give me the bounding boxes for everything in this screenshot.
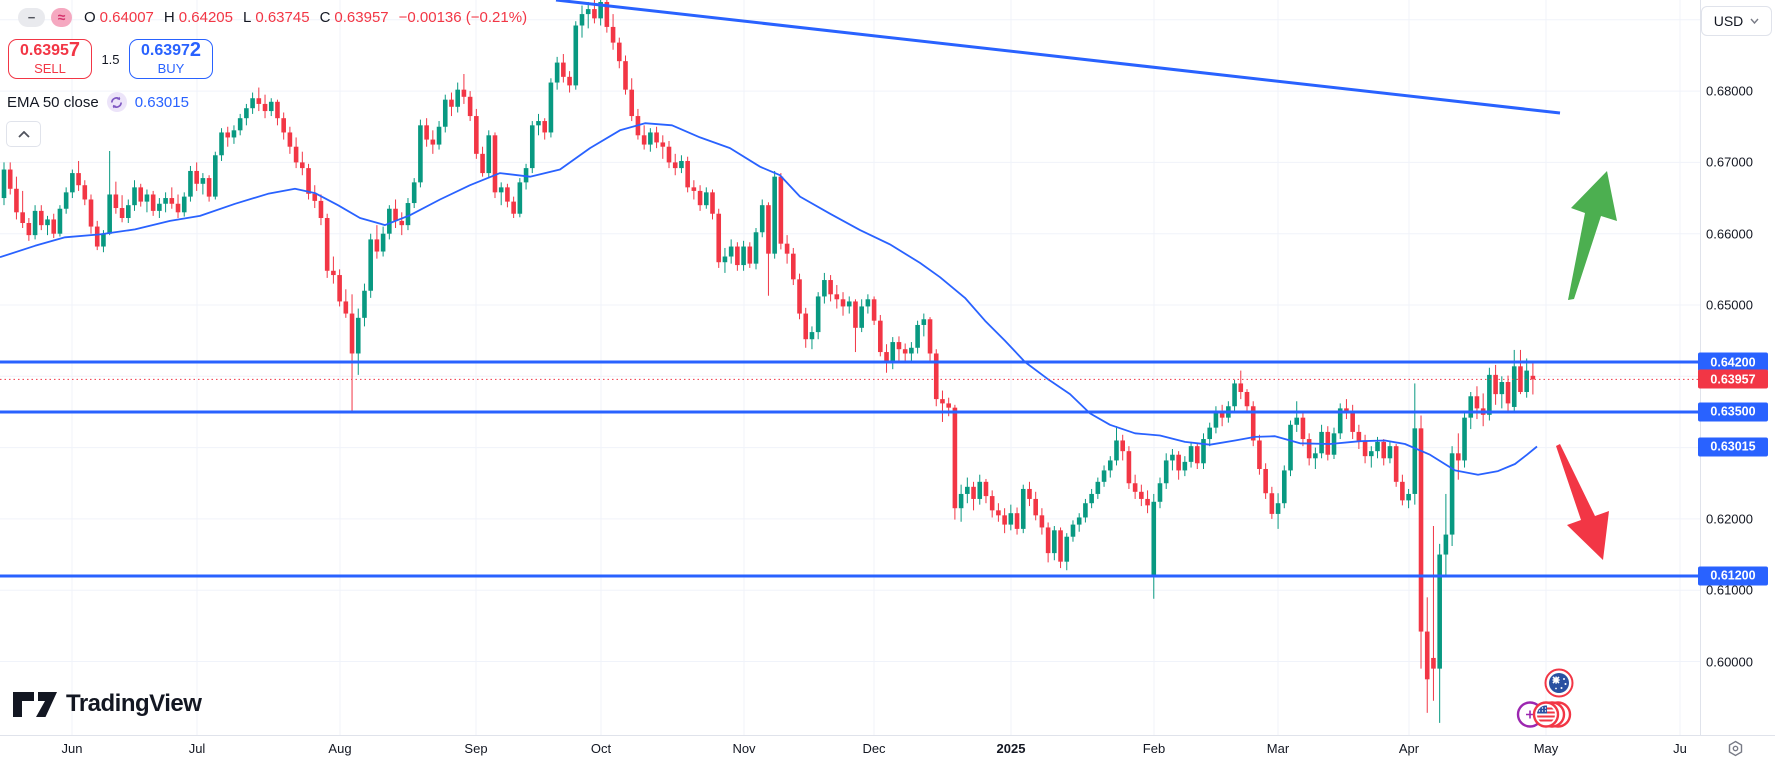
legend-collapse-button[interactable] [6, 121, 41, 147]
time-axis-separator [0, 735, 1775, 736]
ema-50-line[interactable] [0, 122, 1538, 476]
low-label: L [242, 9, 252, 26]
descending-trendline[interactable] [555, 0, 1561, 115]
ema-value: 0.63015 [134, 93, 189, 111]
sell-price-last-digit: 7 [68, 39, 81, 61]
us-flag-group-icon[interactable] [1516, 700, 1576, 735]
price-badge-0.61200: 0.61200 [1698, 566, 1768, 586]
buy-price-last-digit: 2 [189, 39, 202, 61]
tradingview-watermark-text: TradingView [66, 690, 202, 717]
high-value: 0.64205 [178, 9, 233, 26]
high-label: H [163, 9, 175, 26]
price-badge-0.63957: 0.63957 [1698, 369, 1768, 389]
time-axis-label-Dec[interactable]: Dec [862, 741, 886, 756]
change-value: −0.00136 (−0.21%) [398, 9, 528, 26]
time-axis-label-Aug[interactable]: Aug [328, 741, 352, 756]
open-label: O [84, 9, 96, 26]
buy-button[interactable]: 0.6397 2 BUY [129, 39, 213, 79]
sell-button[interactable]: 0.6395 7 SELL [8, 39, 92, 79]
time-axis-label-Apr[interactable]: Apr [1398, 741, 1420, 756]
price-axis-label: 0.67000 [1706, 154, 1753, 170]
gear-icon [1728, 740, 1743, 757]
time-axis-label-2025[interactable]: 2025 [996, 741, 1026, 756]
price-axis-label: 0.65000 [1706, 297, 1753, 313]
price-axis-label: 0.60000 [1706, 654, 1753, 669]
grid-lines [0, 0, 1700, 735]
close-label: C [319, 9, 331, 26]
currency-dropdown-value: USD [1713, 13, 1744, 29]
time-axis-label-Mar[interactable]: Mar [1266, 741, 1290, 756]
buy-label: BUY [157, 61, 185, 76]
indicator-loading-icon[interactable] [106, 92, 127, 112]
tradingview-watermark[interactable]: TradingView [12, 690, 202, 718]
down-arrow-annotation[interactable] [1556, 444, 1609, 560]
currency-dropdown[interactable]: USD [1701, 6, 1772, 36]
time-axis-label-Nov[interactable]: Nov [732, 741, 756, 756]
delayed-data-pill[interactable]: ≈ [51, 7, 72, 27]
price-badge-0.64200: 0.64200 [1698, 352, 1768, 372]
price-axis-label: 0.62000 [1706, 511, 1753, 527]
low-value: 0.63745 [255, 9, 310, 26]
tradingview-logo-icon [13, 691, 57, 717]
time-axis-label-Jun[interactable]: Jun [61, 741, 83, 756]
sell-price: 0.6395 [19, 42, 69, 59]
chevron-down-icon [1750, 18, 1759, 24]
up-arrow-annotation[interactable] [1568, 171, 1617, 300]
time-axis-label-Oct[interactable]: Oct [590, 741, 612, 756]
price-badge-0.63500: 0.63500 [1698, 402, 1768, 422]
price-badge-0.63015: 0.63015 [1698, 437, 1768, 457]
legend-collapse-pill[interactable]: − [18, 7, 45, 27]
time-axis-label-Jul[interactable]: Jul [188, 741, 206, 756]
open-value: 0.64007 [99, 9, 154, 26]
time-axis-settings-button[interactable] [1727, 740, 1744, 762]
candlestick-series [1, 0, 1536, 723]
time-axis-label-Ju[interactable]: Ju [1673, 741, 1687, 756]
time-axis-label-Feb[interactable]: Feb [1142, 741, 1166, 756]
australia-flag-icon[interactable] [1544, 668, 1574, 703]
close-value: 0.63957 [334, 9, 389, 26]
time-axis-label-May[interactable]: May [1533, 741, 1559, 756]
sell-label: SELL [34, 61, 66, 76]
price-axis-label: 0.66000 [1706, 226, 1753, 242]
ohlc-readout: O 0.64007 H 0.64205 L 0.63745 C 0.63957 … [84, 9, 527, 26]
price-axis-label: 0.68000 [1706, 83, 1753, 99]
price-axis-label: 0.61000 [1706, 582, 1753, 598]
time-axis-label-Sep[interactable]: Sep [464, 741, 488, 756]
spread-value: 1.5 [101, 51, 120, 67]
buy-price: 0.6397 [140, 42, 190, 59]
ema-indicator-title: EMA 50 close [7, 93, 99, 111]
chevron-up-icon [17, 130, 30, 138]
